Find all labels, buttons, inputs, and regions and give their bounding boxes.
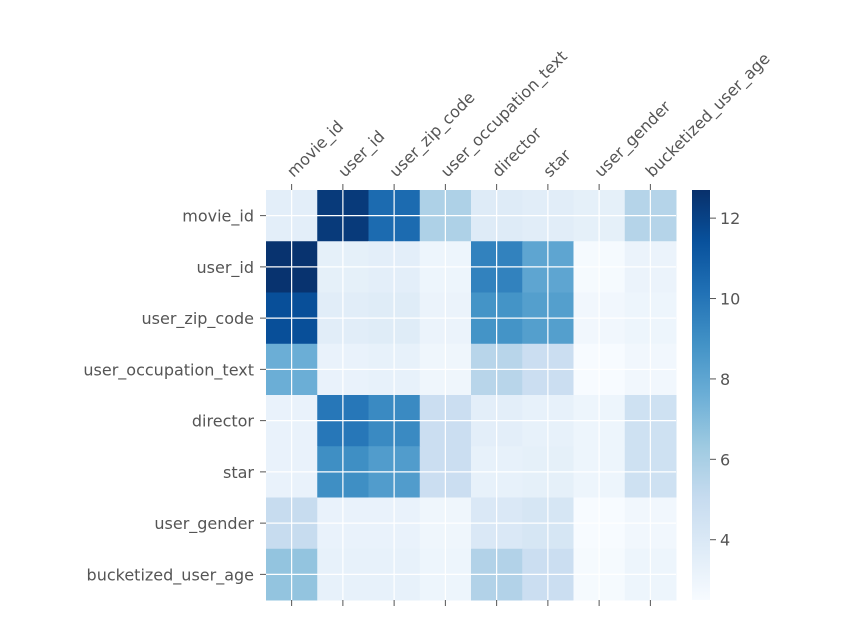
y-tick-label: bucketized_user_age (87, 565, 254, 585)
y-tick-label: user_gender (154, 514, 254, 534)
y-tick-label: director (192, 412, 255, 431)
colorbar-fill (692, 190, 710, 600)
y-tick-label: user_occupation_text (83, 360, 254, 380)
colorbar-tick-label: 6 (720, 450, 730, 469)
grid-lines (266, 190, 676, 600)
x-tick-label: user_zip_code (386, 88, 480, 182)
colorbar-tick-label: 10 (720, 290, 740, 309)
heatmap-cells (266, 190, 677, 601)
x-tick-label: user_id (334, 127, 389, 182)
y-tick-label: star (223, 463, 254, 482)
y-tick-label: user_zip_code (142, 309, 254, 329)
colorbar-tick-label: 4 (720, 531, 730, 550)
colorbar-tick-label: 12 (720, 209, 740, 228)
y-tick-label: user_id (197, 258, 255, 278)
x-tick-label: star (539, 145, 575, 181)
colorbar: 4 6 8 10 12 (692, 190, 740, 600)
colorbar-tick-label: 8 (720, 370, 730, 389)
y-tick-label: movie_id (182, 207, 254, 227)
